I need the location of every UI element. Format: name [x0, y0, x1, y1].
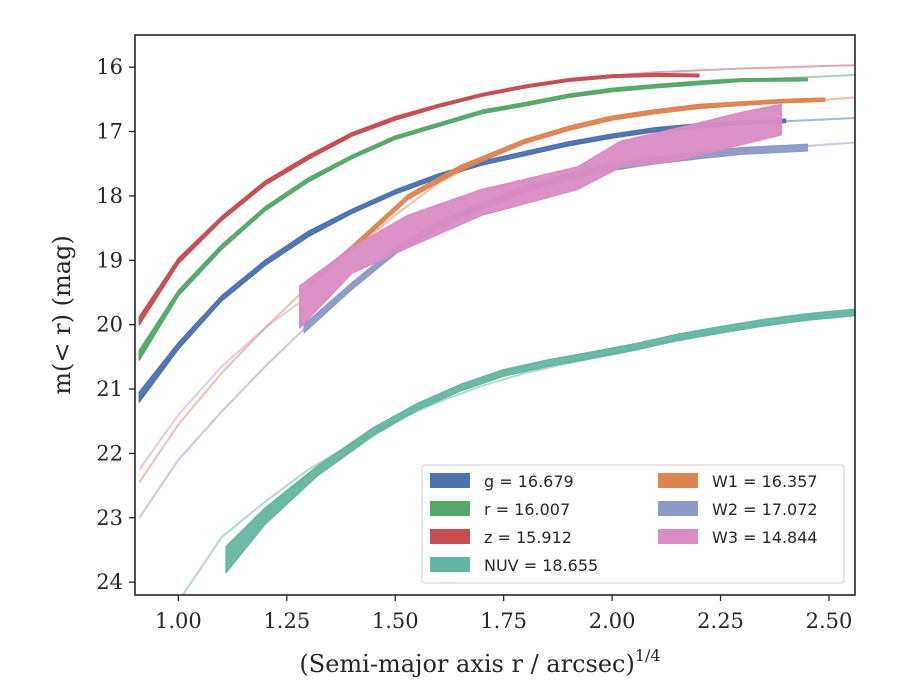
x-tick-label: 1.50 — [372, 609, 419, 633]
legend-swatch-z — [430, 529, 470, 544]
y-tick-label: 19 — [96, 248, 123, 272]
legend-label-r: r = 16.007 — [484, 500, 570, 519]
series-r-profile-band — [138, 77, 809, 361]
x-tick-label: 1.00 — [155, 609, 202, 633]
series-w1-profile-band — [307, 97, 826, 289]
series-g-profile-band — [138, 118, 787, 403]
legend-label-g: g = 16.679 — [484, 472, 574, 491]
series-layer — [138, 64, 855, 595]
series-z-profile-band — [138, 72, 700, 326]
y-tick-label: 20 — [96, 313, 123, 337]
legend-swatch-nuv — [430, 557, 470, 572]
y-axis-label: m(< r) (mag) — [48, 235, 76, 394]
y-tick-label: 17 — [96, 120, 123, 144]
x-tick-label: 2.50 — [806, 609, 853, 633]
legend-item-w3: W3 = 14.844 — [658, 528, 818, 547]
y-axis: 16 17 18 19 20 21 22 23 24 — [96, 55, 135, 594]
legend-label-w1: W1 = 16.357 — [712, 472, 818, 491]
plot-frame — [134, 34, 856, 596]
legend-swatch-w1 — [658, 473, 698, 488]
x-tick-label: 2.25 — [697, 609, 744, 633]
legend-swatch-r — [430, 501, 470, 516]
x-tick-label: 1.75 — [480, 609, 527, 633]
y-tick-label: 23 — [96, 506, 123, 530]
legend-swatch-w3 — [658, 529, 698, 544]
legend-label-w2: W2 = 17.072 — [712, 500, 818, 519]
legend-label-w3: W3 = 14.844 — [712, 528, 818, 547]
series-nuv-profile-band — [225, 308, 855, 574]
y-tick-label: 18 — [96, 184, 123, 208]
series-w3-model-line — [138, 298, 305, 471]
legend-frame — [421, 464, 845, 584]
legend-swatch-g — [430, 473, 470, 488]
legend-item-r: r = 16.007 — [430, 500, 570, 519]
x-tick-label: 2.00 — [589, 609, 636, 633]
legend-swatch-w2 — [658, 501, 698, 516]
legend-item-z: z = 15.912 — [430, 528, 572, 547]
series-w3-profile-band — [299, 103, 783, 329]
y-tick-label: 16 — [96, 55, 123, 79]
legend-item-nuv: NUV = 18.655 — [430, 556, 598, 575]
x-axis: 1.00 1.25 1.50 1.75 2.00 2.25 2.50 — [155, 595, 852, 633]
y-tick-label: 24 — [96, 570, 123, 594]
legend-item-g: g = 16.679 — [430, 472, 574, 491]
legend-item-w1: W1 = 16.357 — [658, 472, 818, 491]
y-tick-label: 22 — [96, 441, 123, 465]
x-axis-label-text: (Semi-major axis r / arcsec) — [299, 650, 634, 678]
x-axis-label: (Semi-major axis r / arcsec)1/4 — [299, 646, 660, 678]
legend-label-z: z = 15.912 — [484, 528, 572, 547]
x-tick-label: 1.25 — [263, 609, 310, 633]
legend-label-nuv: NUV = 18.655 — [484, 556, 598, 575]
x-axis-label-superscript: 1/4 — [635, 646, 661, 665]
legend: g = 16.679 r = 16.007 z = 15.912 NUV = 18.6… — [421, 464, 845, 584]
legend-item-w2: W2 = 17.072 — [658, 500, 818, 519]
y-tick-label: 21 — [96, 377, 123, 401]
